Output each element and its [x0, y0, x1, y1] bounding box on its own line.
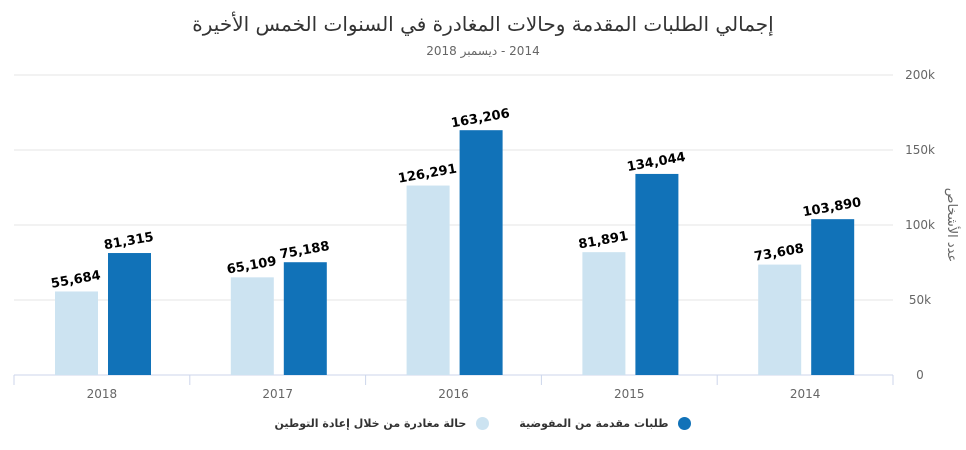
data-label: 55,684 — [50, 268, 102, 291]
x-tick-label: 2018 — [87, 387, 118, 401]
bar-2014-departures — [758, 264, 802, 375]
legend-item-applications[interactable]: طلبات مقدمة من المفوضية — [519, 417, 692, 430]
bar-2018-applications — [108, 253, 151, 375]
legend-label: طلبات مقدمة من المفوضية — [519, 417, 669, 430]
bar-2018-departures — [55, 291, 98, 375]
y-tick-label: 200k — [905, 68, 935, 82]
bar-2015-departures — [582, 252, 626, 375]
y-tick-label: 0 — [916, 368, 924, 382]
data-label: 81,891 — [577, 229, 629, 252]
legend: طلبات مقدمة من المفوضية حالة مغادرة من خ… — [0, 417, 966, 430]
legend-dot-icon — [476, 417, 490, 430]
x-tick-label: 2017 — [262, 387, 293, 401]
chart-subtitle: 2014 - ديسمبر 2018 — [426, 44, 540, 58]
y-tick-label: 50k — [909, 293, 931, 307]
data-label: 134,044 — [626, 150, 687, 175]
x-tick-label: 2015 — [614, 387, 645, 401]
data-label: 75,188 — [279, 239, 331, 262]
legend-dot-icon — [678, 417, 692, 430]
data-label: 65,109 — [226, 254, 278, 277]
data-label: 126,291 — [397, 162, 458, 187]
bar-2014-applications — [811, 219, 855, 375]
bar-2016-departures — [406, 185, 450, 375]
chart-title: إجمالي الطلبات المقدمة وحالات المغادرة ف… — [192, 12, 774, 36]
legend-label: حالة مغادرة من خلال إعادة التوطين — [274, 417, 467, 430]
x-tick-label: 2016 — [438, 387, 469, 401]
bar-2016-applications — [459, 130, 503, 375]
bar-2015-applications — [635, 173, 679, 375]
data-label: 81,315 — [103, 230, 155, 253]
y-axis-title: عدد الأشخاص — [944, 188, 961, 263]
y-tick-label: 150k — [905, 143, 935, 157]
data-label: 73,608 — [753, 241, 805, 264]
y-tick-label: 100k — [905, 218, 935, 232]
bar-2017-applications — [283, 262, 327, 375]
legend-item-departures[interactable]: حالة مغادرة من خلال إعادة التوطين — [275, 417, 490, 430]
bar-2017-departures — [230, 277, 274, 375]
data-label: 163,206 — [450, 106, 511, 131]
x-tick-label: 2014 — [790, 387, 821, 401]
data-label: 103,890 — [802, 195, 863, 220]
